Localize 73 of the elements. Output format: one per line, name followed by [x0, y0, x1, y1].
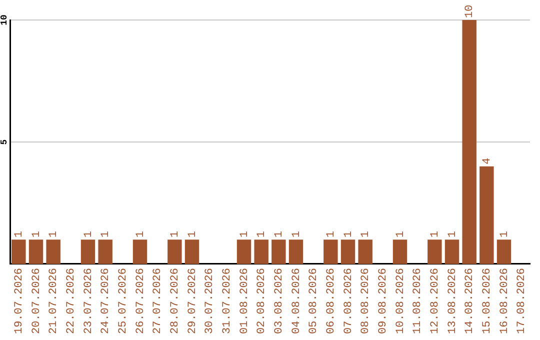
bar [428, 240, 442, 264]
data-label: 1 [100, 230, 112, 238]
x-tick-label: 12.08.2026 [430, 268, 442, 334]
bar [236, 240, 252, 264]
bar [324, 240, 338, 264]
x-tick-label: 30.07.2026 [204, 268, 216, 334]
data-label: 4 [482, 157, 494, 164]
x-tick-label: 25.07.2026 [118, 268, 130, 334]
data-label: 1 [446, 230, 459, 238]
bar [272, 240, 286, 264]
data-label: 1 [394, 230, 407, 238]
y-tick-label: 5 [0, 139, 10, 145]
bar [392, 240, 408, 264]
x-tick-label: 19.07.2026 [14, 268, 26, 334]
bar [340, 240, 356, 264]
bar [80, 240, 96, 264]
data-label: 1 [360, 230, 372, 238]
bar [28, 240, 44, 264]
x-tick-label: 20.07.2026 [30, 268, 43, 334]
data-label: 1 [290, 230, 303, 238]
x-tick-label: 09.08.2026 [378, 268, 390, 334]
bar [184, 240, 200, 264]
x-tick-label: 13.08.2026 [446, 268, 459, 334]
x-tick-label: 26.07.2026 [134, 268, 147, 334]
bar [132, 240, 148, 264]
x-tick-label: 01.08.2026 [238, 268, 251, 334]
data-label: 1 [14, 230, 26, 238]
x-tick-label: 16.08.2026 [498, 268, 511, 334]
bar [496, 240, 512, 264]
data-label: 1 [186, 230, 199, 238]
data-label: 1 [256, 230, 268, 238]
data-label: 1 [170, 230, 182, 238]
data-label: 10 [464, 4, 476, 18]
data-label: 1 [48, 230, 60, 238]
x-tick-label: 15.08.2026 [482, 268, 494, 334]
x-tick-label: 28.07.2026 [170, 268, 182, 334]
bar [288, 240, 304, 264]
x-tick-label: 02.08.2026 [256, 268, 268, 334]
x-tick-label: 17.08.2026 [516, 268, 528, 334]
data-label: 1 [238, 230, 251, 238]
bar [168, 240, 182, 264]
x-tick-label: 27.07.2026 [152, 268, 164, 334]
data-label: 1 [326, 230, 338, 238]
x-tick-label: 21.07.2026 [48, 268, 60, 334]
bar [46, 240, 60, 264]
x-tick-label: 11.08.2026 [412, 268, 424, 334]
data-label: 1 [430, 230, 442, 238]
data-label: 1 [134, 230, 147, 238]
x-tick-label: 05.08.2026 [308, 268, 320, 334]
data-label: 1 [82, 230, 95, 238]
bar [254, 240, 268, 264]
data-label: 1 [274, 230, 286, 238]
x-tick-label: 08.08.2026 [360, 268, 372, 334]
x-tick-label: 23.07.2026 [82, 268, 95, 334]
bar [462, 20, 476, 264]
x-tick-label: 07.08.2026 [342, 268, 355, 334]
x-tick-label: 04.08.2026 [290, 268, 303, 334]
data-label: 1 [342, 230, 355, 238]
bar [444, 240, 460, 264]
x-tick-label: 06.08.2026 [326, 268, 338, 334]
x-tick-label: 24.07.2026 [100, 268, 112, 334]
x-tick-label: 03.08.2026 [274, 268, 286, 334]
bar [98, 240, 112, 264]
x-tick-label: 14.08.2026 [464, 268, 476, 334]
bar [12, 240, 26, 264]
x-tick-label: 31.07.2026 [222, 268, 234, 334]
data-label: 1 [498, 230, 511, 238]
data-label: 1 [30, 230, 43, 238]
bar [480, 166, 494, 264]
x-tick-label: 22.07.2026 [66, 268, 78, 334]
x-tick-label: 29.07.2026 [186, 268, 199, 334]
x-tick-label: 10.08.2026 [394, 268, 407, 334]
bar [358, 240, 372, 264]
